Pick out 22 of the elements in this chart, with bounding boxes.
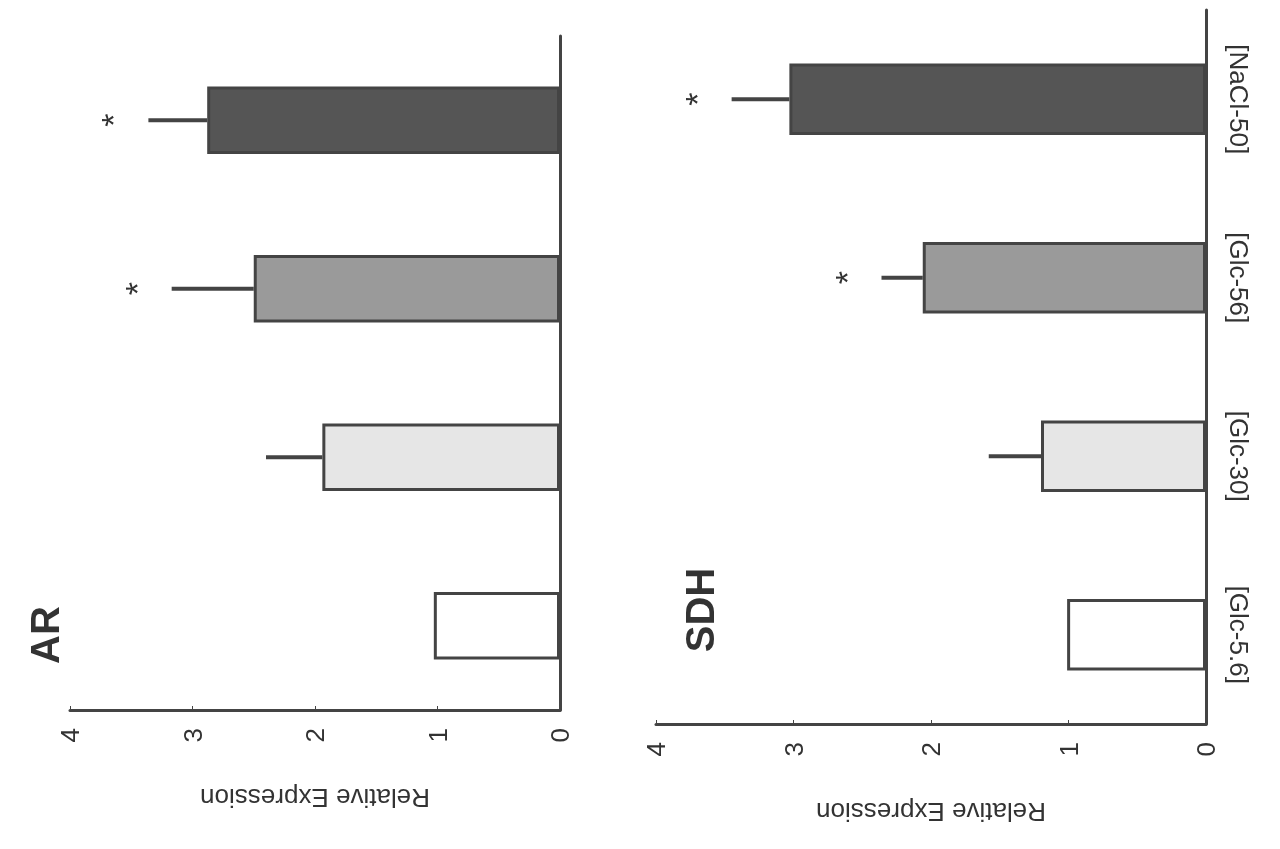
y-tick-label: [NaCl-50] (1224, 44, 1254, 155)
x-axis-title: Relative Expression (816, 797, 1046, 827)
x-tick-label: 2 (300, 728, 330, 743)
x-axis-title: Relative Expression (200, 783, 430, 813)
x-tick-label: 4 (641, 742, 671, 757)
text: AR (23, 606, 67, 664)
x-tick-label: 1 (1053, 742, 1084, 757)
x-tick-label: 3 (778, 742, 809, 757)
x-tick-label: 1 (422, 728, 453, 743)
annotation: * (677, 92, 716, 106)
annotation: * (94, 113, 133, 127)
annotation: * (117, 282, 156, 296)
y-tick-label: [Glc-5.6] (1224, 585, 1254, 684)
x-tick-label: 3 (177, 728, 208, 743)
x-tick-label: 2 (916, 742, 946, 757)
x-tick-label: 4 (55, 728, 85, 743)
y-tick-label: [Glc-30] (1224, 410, 1254, 502)
y-tick-label: [Glc-56] (1224, 232, 1254, 324)
text: SDH (678, 567, 722, 653)
x-tick-label: 0 (545, 728, 575, 743)
x-tick-label: 0 (1191, 742, 1221, 757)
annotation: * (827, 271, 866, 285)
